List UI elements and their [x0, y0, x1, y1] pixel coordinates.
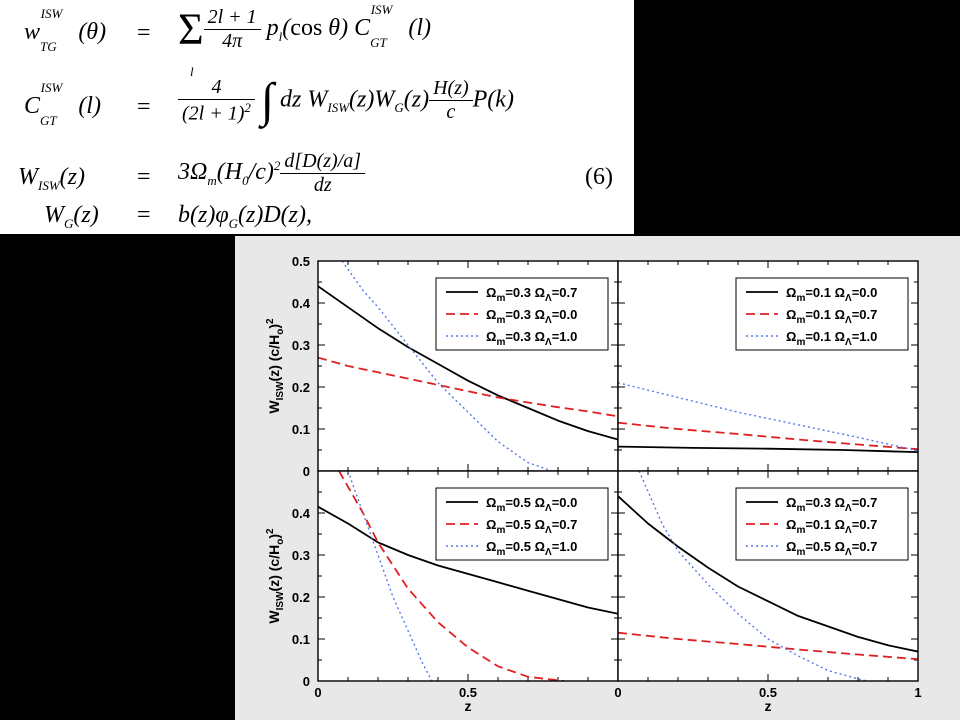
equation-lhs-3: WISW(z)	[18, 164, 85, 193]
legend: Ωm​=0.3 ΩΛ​=0.7 Ωm​=0.3 ΩΛ​=0.0 Ωm​=0.3 ΩΛ…	[435, 277, 609, 351]
series-line-dashed	[338, 471, 565, 681]
series-line-dashed	[318, 356, 618, 418]
equation-rhs-3: 3Ωm(H0/c)2 d[D(z)/a] dz	[178, 150, 366, 197]
legend-label: Ωm​=0.5 ΩΛ​=0.7	[786, 539, 877, 558]
series-line-solid	[318, 285, 618, 441]
y-tick-label: 0.4	[292, 506, 311, 521]
x-axis-label: z	[765, 698, 772, 714]
equation-rhs-2: 4 (2l + 1)2 ∫ dz WISW(z)WG(z) H(z) c P(k)	[178, 76, 514, 126]
legend-label: Ωm​=0.1 ΩΛ​=1.0	[786, 329, 877, 348]
x-tick-label: 0	[314, 685, 321, 700]
y-tick-label: 0	[303, 464, 310, 479]
legend-label: Ωm​=0.1 ΩΛ​=0.0	[786, 285, 877, 304]
y-tick-label: 0	[303, 674, 310, 689]
panel-bottom-left: Ωm​=0.5 ΩΛ​=0.0 Ωm​=0.5 ΩΛ​=0.7 Ωm​=0.5 ΩΛ…	[265, 470, 619, 714]
y-tick-label: 0.4	[292, 296, 311, 311]
legend-label: Ωm​=0.5 ΩΛ​=1.0	[486, 539, 577, 558]
equation-number: (6)	[585, 164, 613, 190]
series-line-dotted	[638, 471, 868, 681]
y-tick-label: 0.3	[292, 338, 310, 353]
legend-label: Ωm​=0.3 ΩΛ​=1.0	[486, 329, 577, 348]
series-line-dashed	[618, 631, 918, 661]
equation-lhs-1: wTGISW(θ)	[24, 6, 107, 54]
equation-lhs-4: WG(z)	[44, 202, 99, 231]
series-line-solid	[318, 505, 618, 615]
series-line-dotted	[618, 382, 918, 452]
y-tick-label: 0.2	[292, 590, 310, 605]
y-axis-label: WISW​(z) (c/Ho​)2​	[265, 318, 286, 414]
series-line-dotted	[341, 261, 553, 471]
panel-top-left: Ωm​=0.3 ΩΛ​=0.7 Ωm​=0.3 ΩΛ​=0.0 Ωm​=0.3 ΩΛ…	[265, 254, 619, 479]
legend-label: Ωm​=0.3 ΩΛ​=0.7	[486, 285, 577, 304]
series-line-dashed	[618, 421, 918, 451]
equation-block: wTGISW(θ) = Σ 2l + 1 4π pl(cos θ) CGTISW(l…	[0, 0, 634, 234]
y-tick-label: 0.2	[292, 380, 310, 395]
y-axis-label: WISW​(z) (c/Ho​)2​	[265, 528, 286, 624]
equation-rhs-4: b(z)φG(z)D(z),	[178, 202, 312, 231]
legend-label: Ωm​=0.3 ΩΛ​=0.0	[486, 307, 577, 326]
series-line-solid	[618, 445, 918, 453]
y-tick-label: 0.5	[292, 254, 310, 269]
equation-lhs-2: CGTISW(l)	[24, 80, 101, 128]
legend-box	[435, 487, 609, 561]
legend-label: Ωm​=0.5 ΩΛ​=0.7	[486, 517, 577, 536]
legend: Ωm​=0.5 ΩΛ​=0.0 Ωm​=0.5 ΩΛ​=0.7 Ωm​=0.5 ΩΛ…	[435, 487, 609, 561]
chart-canvas: Ωm​=0.3 ΩΛ​=0.7 Ωm​=0.3 ΩΛ​=0.0 Ωm​=0.3 ΩΛ…	[265, 254, 922, 714]
x-tick-label: 0	[614, 685, 621, 700]
y-tick-label: 0.1	[292, 422, 310, 437]
equation-rhs-1: Σ 2l + 1 4π pl(cos θ) CGTISW(l)	[178, 2, 432, 54]
x-tick-label: 0.5	[459, 685, 477, 700]
y-tick-label: 0.1	[292, 632, 310, 647]
legend-label: Ωm​=0.1 ΩΛ​=0.7	[786, 517, 877, 536]
legend: Ωm​=0.1 ΩΛ​=0.0 Ωm​=0.1 ΩΛ​=0.7 Ωm​=0.1 ΩΛ…	[735, 277, 909, 351]
legend: Ωm​=0.3 ΩΛ​=0.7 Ωm​=0.1 ΩΛ​=0.7 Ωm​=0.5 ΩΛ…	[735, 487, 909, 561]
isw-window-function-figure: Ωm​=0.3 ΩΛ​=0.7 Ωm​=0.3 ΩΛ​=0.0 Ωm​=0.3 ΩΛ…	[235, 236, 960, 720]
x-axis-label: z	[465, 698, 472, 714]
x-tick-label: 0.5	[759, 685, 777, 700]
series-line-solid	[618, 495, 918, 653]
y-tick-label: 0.3	[292, 548, 310, 563]
panel-frame	[617, 470, 919, 682]
panel-bottom-right: Ωm​=0.3 ΩΛ​=0.7 Ωm​=0.1 ΩΛ​=0.7 Ωm​=0.5 ΩΛ…	[614, 470, 922, 714]
x-tick-label: 1	[914, 685, 921, 700]
legend-label: Ωm​=0.5 ΩΛ​=0.0	[486, 495, 577, 514]
panel-top-right: Ωm​=0.1 ΩΛ​=0.0 Ωm​=0.1 ΩΛ​=0.7 Ωm​=0.1 ΩΛ…	[617, 260, 919, 472]
legend-label: Ωm​=0.3 ΩΛ​=0.7	[786, 495, 877, 514]
legend-label: Ωm​=0.1 ΩΛ​=0.7	[786, 307, 877, 326]
